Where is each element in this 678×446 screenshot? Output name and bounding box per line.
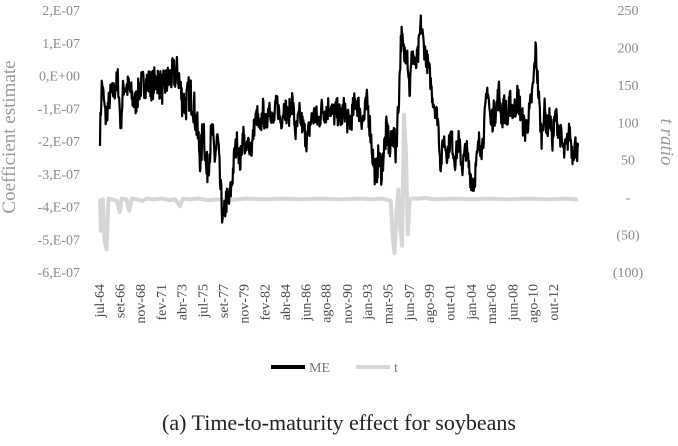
series-me-group	[98, 14, 580, 224]
x-tick-label: mar-06	[485, 284, 500, 324]
right-tick-label: 150	[618, 79, 639, 94]
x-tick-label: abr-84	[279, 284, 294, 320]
x-tick-label: fev-71	[155, 284, 170, 321]
x-tick-label: fev-82	[258, 284, 273, 321]
left-tick-label: -1,E-07	[38, 102, 80, 117]
x-tick-label: jul-75	[197, 284, 212, 318]
x-tick-label: jun-86	[299, 284, 314, 322]
right-axis-ticks: 250 200 150 100 50 - (50) (100)	[613, 4, 644, 281]
right-tick-label: 50	[621, 154, 635, 169]
left-tick-label: -3,E-07	[38, 168, 80, 183]
series-me-line	[98, 14, 580, 224]
x-tick-label: jun-08	[506, 284, 521, 322]
x-tick-label: out-12	[547, 284, 562, 321]
legend-label-me: ME	[309, 361, 330, 376]
x-tick-label: jan-93	[361, 284, 376, 321]
x-tick-label: nov-79	[237, 284, 252, 324]
right-tick-label: -	[626, 191, 631, 206]
left-tick-label: 2,E-07	[42, 4, 80, 19]
left-axis-title: Coefficient estimate	[0, 60, 20, 213]
legend: ME t	[271, 361, 398, 376]
left-tick-label: 1,E-07	[42, 37, 80, 52]
right-tick-label: (100)	[613, 266, 644, 281]
figure-caption: (a) Time-to-maturity effect for soybeans	[162, 410, 516, 435]
left-tick-label: -4,E-07	[38, 201, 80, 216]
right-tick-label: 100	[618, 116, 639, 131]
x-tick-label: ago-88	[320, 284, 335, 323]
series-t-line	[98, 112, 579, 256]
left-tick-label: -2,E-07	[38, 135, 80, 150]
x-axis-ticks: jul-64 set-66 nov-68 fev-71 abr-73 jul-75 set-…	[93, 284, 562, 324]
x-tick-label: abr-73	[175, 284, 190, 320]
right-tick-label: (50)	[616, 229, 640, 244]
right-tick-label: 200	[618, 41, 639, 56]
x-tick-label: jul-64	[93, 284, 108, 318]
right-axis-title: t ratio	[656, 119, 677, 166]
x-tick-label: ago-10	[527, 284, 542, 323]
x-tick-label: jan-04	[465, 284, 480, 321]
x-tick-label: nov-90	[341, 284, 356, 324]
x-tick-label: mar-95	[382, 284, 397, 324]
left-tick-label: 0,E+00	[39, 70, 80, 85]
series-t-group	[98, 112, 579, 256]
right-tick-label: 250	[618, 4, 639, 19]
left-tick-label: -6,E-07	[38, 266, 80, 281]
x-tick-label: nov-68	[134, 284, 149, 324]
x-tick-label: out-01	[444, 284, 459, 321]
left-axis-ticks: 2,E-07 1,E-07 0,E+00 -1,E-07 -2,E-07 -3,E-07 -…	[38, 4, 80, 281]
legend-label-t: t	[394, 361, 398, 376]
x-tick-label: jun-97	[403, 284, 418, 322]
x-tick-label: set-77	[217, 284, 232, 318]
x-tick-label: ago-99	[423, 284, 438, 323]
left-tick-label: -5,E-07	[38, 233, 80, 248]
x-tick-label: set-66	[113, 284, 128, 318]
